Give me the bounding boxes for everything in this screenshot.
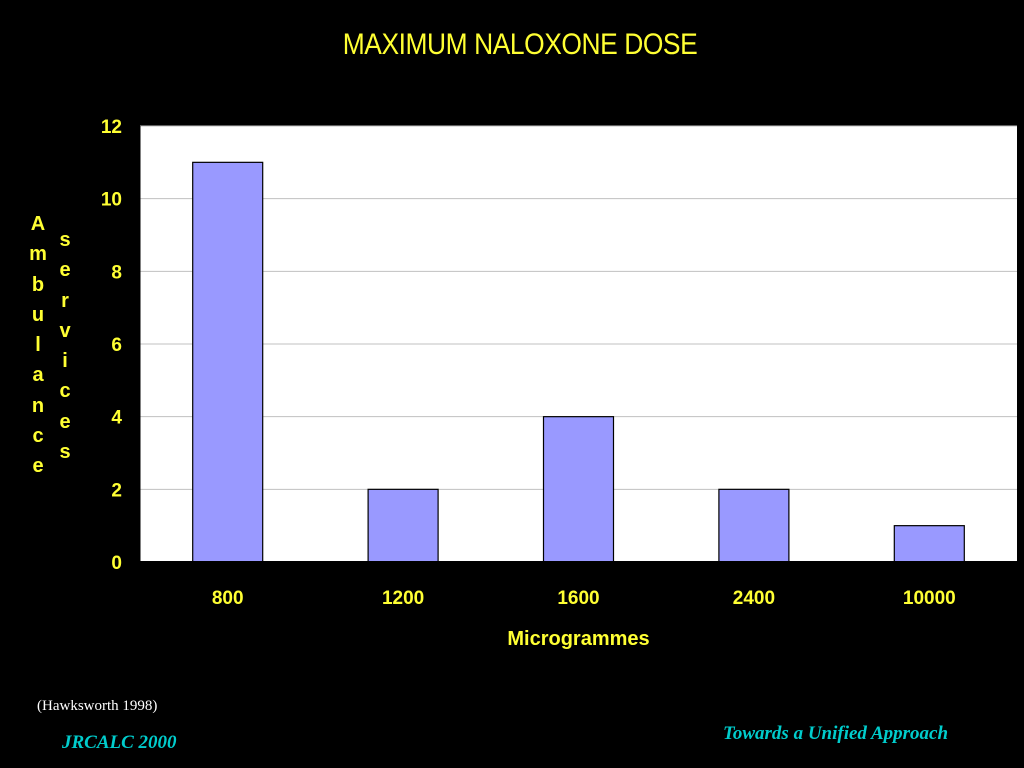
- footer-left-text: JRCALC 2000: [62, 732, 177, 753]
- y-axis-label-letter: l: [35, 334, 41, 357]
- y-axis-label-letter: m: [29, 243, 47, 266]
- footer-right-text: Towards a Unified Approach: [723, 723, 949, 744]
- x-tick-label: 1600: [557, 588, 599, 609]
- y-axis-label-letter: r: [61, 289, 69, 312]
- y-tick-label: 8: [111, 262, 122, 283]
- y-axis-label-letter: a: [32, 364, 44, 387]
- y-tick-label: 0: [111, 553, 122, 574]
- y-axis-label-letter: c: [59, 380, 71, 403]
- y-tick-label: 10: [101, 190, 122, 211]
- citation: (Hawksworth 1998): [37, 698, 158, 714]
- y-tick-label: 2: [111, 480, 122, 501]
- y-axis-label-letter: c: [32, 425, 44, 448]
- x-tick-label: 2400: [733, 588, 775, 609]
- y-axis-label-letter: s: [59, 441, 71, 464]
- y-tick-label: 6: [111, 335, 122, 356]
- bar-1200: [367, 488, 439, 563]
- y-axis-label-letter: u: [31, 303, 45, 326]
- bars: [192, 161, 965, 563]
- y-axis-label-letter: n: [31, 394, 45, 417]
- y-axis-label-letter: e: [59, 410, 71, 433]
- bar-1600: [542, 416, 615, 563]
- y-axis-label-letter: e: [32, 455, 44, 478]
- y-axis-label-letter: v: [59, 319, 71, 342]
- bar-800: [192, 161, 264, 563]
- y-axis-label-letter: e: [59, 259, 71, 282]
- chart-title: MAXIMUM NALOXONE DOSE: [342, 28, 698, 61]
- bar-chart: 0 2 4 6 8 10 12 800 1200 1600 2400 10000 Microgram…: [101, 117, 1017, 650]
- axes: [139, 126, 1017, 563]
- x-tick-label: 800: [212, 588, 244, 609]
- x-axis-label: Microgrammes: [507, 628, 649, 650]
- y-tick-label: 12: [101, 117, 122, 138]
- y-axis-label-letter: i: [62, 350, 68, 373]
- y-axis-label-letter: A: [30, 213, 46, 235]
- bar-2400: [718, 488, 790, 563]
- x-tick-label: 1200: [382, 588, 424, 609]
- y-axis-label-letter: b: [31, 273, 45, 296]
- y-tick-label: 4: [111, 408, 122, 429]
- x-tick-label: 10000: [903, 588, 956, 609]
- x-tick-labels: 800 1200 1600 2400 10000: [212, 588, 956, 609]
- bar-10000: [893, 525, 965, 563]
- y-axis-label-letter: s: [59, 229, 71, 251]
- gridlines: [140, 125, 1017, 490]
- y-tick-labels: 0 2 4 6 8 10 12: [101, 117, 123, 574]
